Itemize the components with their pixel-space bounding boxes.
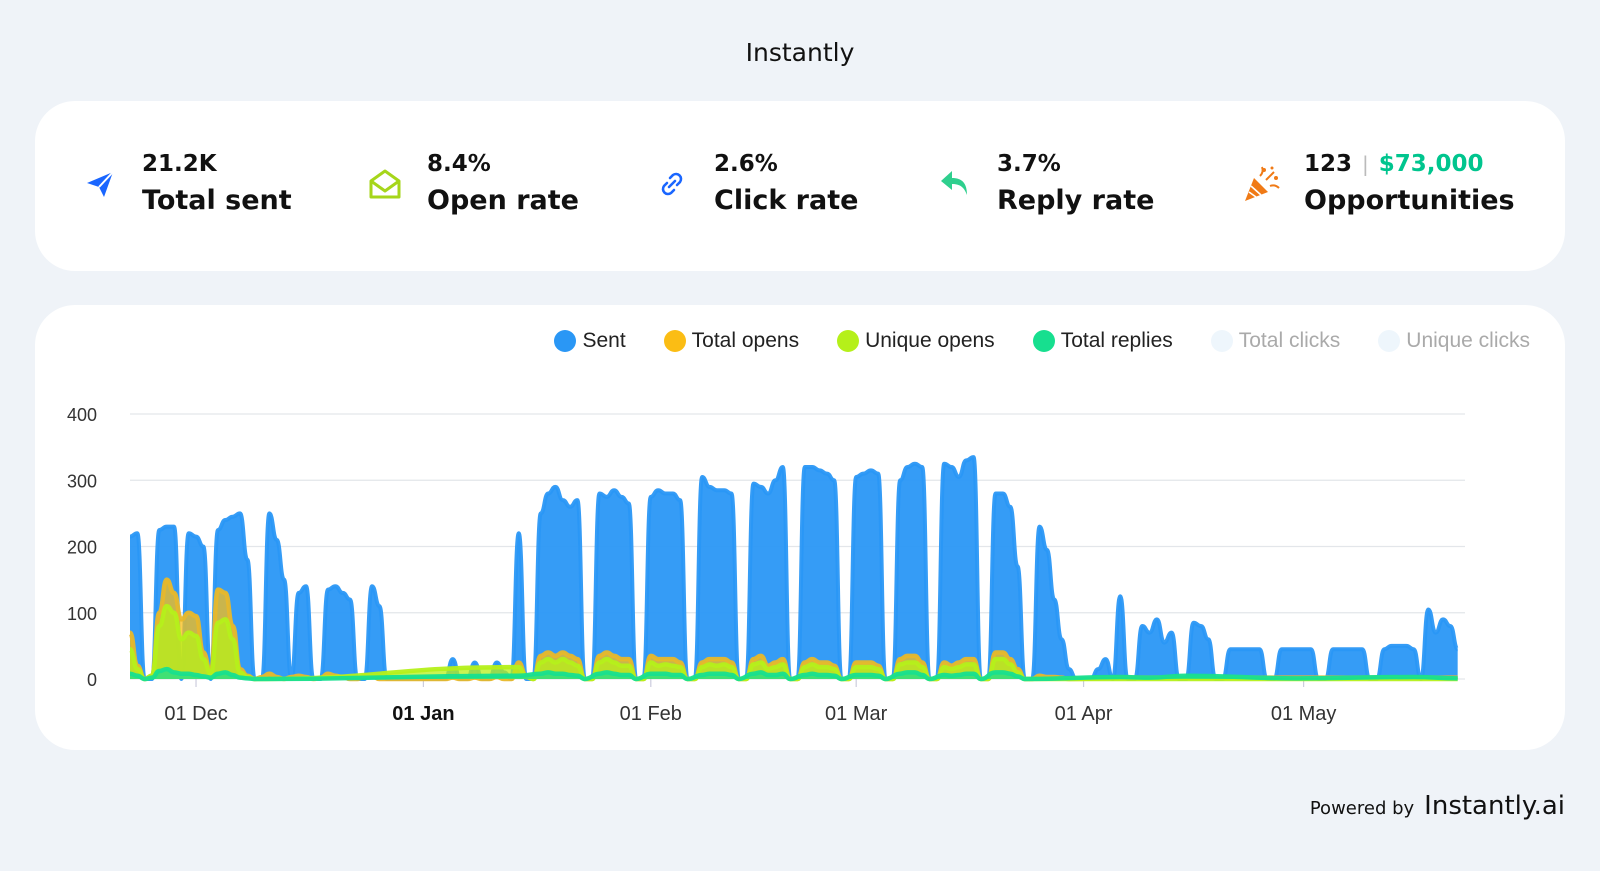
opportunities-count: 123: [1304, 151, 1353, 177]
brand-logo: Instantly.ai: [1424, 791, 1565, 821]
legend-item-unique-opens[interactable]: Unique opens: [837, 329, 995, 353]
legend-label: Unique opens: [865, 329, 995, 352]
y-tick-label: 400: [67, 405, 97, 425]
legend-dot: [1210, 330, 1233, 352]
stat-label: Opportunities: [1304, 185, 1515, 216]
legend-label: Unique clicks: [1406, 329, 1530, 352]
stat-reply-rate: 3.7% Reply rate: [935, 147, 1154, 221]
y-tick-label: 300: [67, 471, 97, 491]
y-tick-label: 100: [67, 604, 97, 624]
x-tick-label: 01 Dec: [164, 703, 227, 725]
legend-dot: [837, 330, 860, 352]
paper-plane-icon: [80, 164, 120, 204]
legend-label: Total clicks: [1238, 329, 1341, 352]
series-line-sent: [129, 455, 1460, 681]
y-tick-label: 0: [87, 670, 97, 690]
stat-value: 3.7%: [997, 151, 1061, 177]
legend-label: Total replies: [1060, 329, 1173, 352]
x-tick-label: 01 May: [1271, 703, 1337, 725]
party-popper-icon: [1242, 164, 1282, 204]
x-tick-label: 01 Apr: [1055, 703, 1113, 725]
legend-dot: [1032, 330, 1055, 352]
series-area-sent: [130, 457, 1458, 679]
stats-card: 21.2K Total sent 8.4% Open rate 2.6% Cli…: [35, 101, 1565, 271]
stat-label: Open rate: [427, 185, 579, 216]
stat-label: Total sent: [142, 185, 292, 216]
opportunities-value: $73,000: [1378, 151, 1484, 177]
stat-total-sent: 21.2K Total sent: [80, 147, 292, 221]
stat-value-opportunities: 123 | $73,000: [1304, 147, 1515, 181]
stat-value: 21.2K: [142, 151, 217, 177]
powered-by-text: Powered by: [1309, 798, 1415, 819]
y-tick-label: 200: [67, 538, 97, 558]
legend-item-total-replies[interactable]: Total replies: [1032, 329, 1173, 353]
stat-value: 2.6%: [714, 151, 778, 177]
x-tick-label: 01 Jan: [392, 703, 454, 725]
campaign-activity-chart: 0 100 200 300 400 01 Dec 01 Jan 01 Feb 01 Mar 01 …: [67, 405, 1465, 725]
legend-item-unique-clicks[interactable]: Unique clicks: [1378, 329, 1530, 353]
legend-dot: [554, 330, 577, 352]
series-line-total-replies: [129, 666, 1458, 682]
x-tick-label: 01 Mar: [825, 703, 888, 725]
stat-value: 8.4%: [427, 151, 491, 177]
opportunities-separator: |: [1362, 152, 1369, 176]
legend-label: Sent: [582, 329, 626, 352]
page-title: Instantly: [745, 38, 855, 67]
chart-legend: Sent Total opens Unique opens Total replies…: [516, 329, 1530, 353]
x-tick-label: 01 Feb: [620, 703, 682, 725]
legend-item-total-opens[interactable]: Total opens: [663, 329, 800, 353]
legend-dot: [663, 330, 686, 352]
footer: Powered by Instantly.ai: [1310, 791, 1565, 821]
link-icon: [652, 164, 692, 204]
reply-arrow-icon: [935, 164, 975, 204]
legend-item-sent[interactable]: Sent: [554, 329, 626, 353]
envelope-open-icon: [365, 164, 405, 204]
chart-card: Sent Total opens Unique opens Total replies…: [35, 305, 1565, 750]
legend-label: Total opens: [691, 329, 800, 352]
stat-label: Click rate: [714, 185, 859, 216]
stat-open-rate: 8.4% Open rate: [365, 147, 579, 221]
legend-item-total-clicks[interactable]: Total clicks: [1210, 329, 1341, 353]
stat-opportunities: 123 | $73,000 Opportunities: [1242, 147, 1515, 221]
stat-label: Reply rate: [997, 185, 1155, 216]
legend-dot: [1378, 330, 1401, 352]
stat-click-rate: 2.6% Click rate: [652, 147, 858, 221]
